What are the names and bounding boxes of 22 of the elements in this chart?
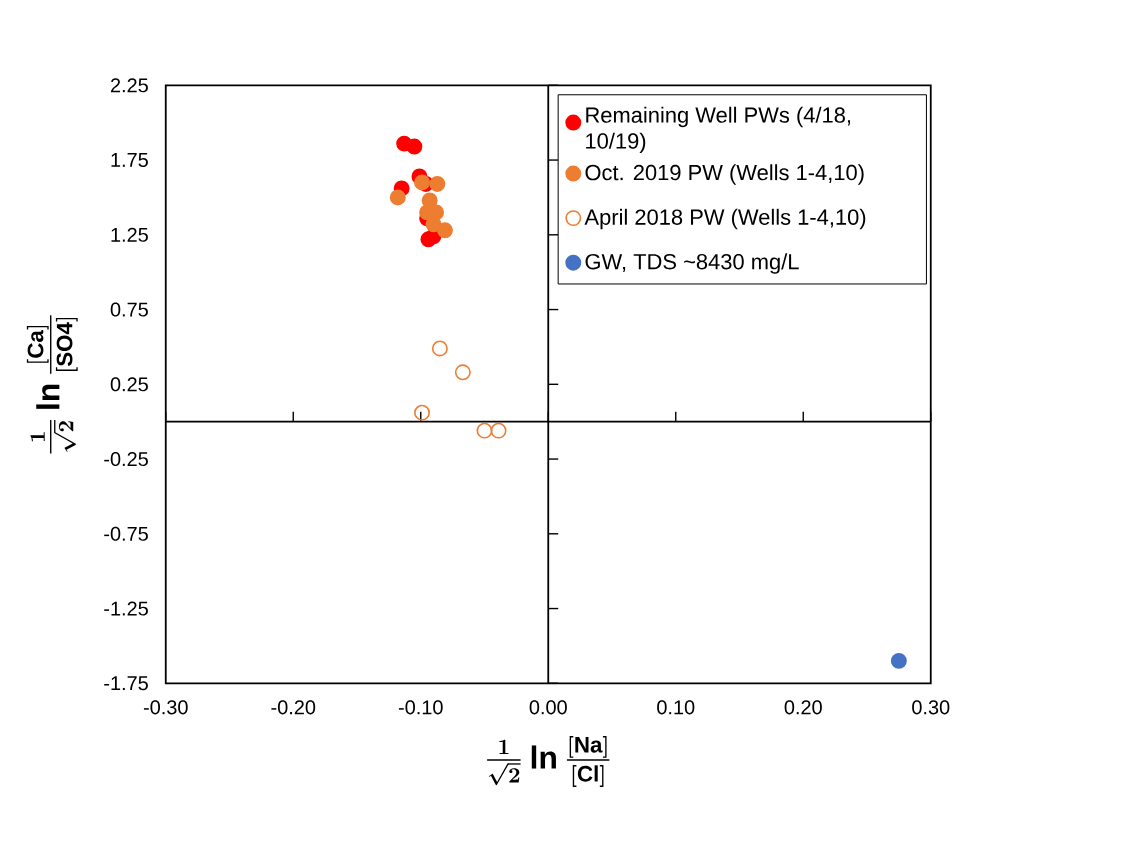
y-tick-label: -1.75 — [104, 676, 148, 691]
legend-label: April 2018 PW (Wells 1-4,10) — [584, 208, 866, 230]
x-tick-label: 0.10 — [657, 700, 695, 715]
x-tick-label: 0.00 — [529, 700, 567, 715]
y-tick-label: 2.25 — [110, 78, 148, 93]
x-tick-label: 0.20 — [784, 700, 822, 715]
y-tick-label: 1.75 — [111, 153, 148, 167]
y-tick-label: -0.75 — [104, 526, 148, 541]
y-axis-title: $\frac{1}{\sqrt{2}}\ln\frac{[\mathrm{Ca}]}{[\mathrm{SO4}]}$ — [26, 315, 78, 454]
y-tick-label: -0.25 — [104, 452, 148, 467]
y-tick-label: 0.75 — [110, 302, 148, 317]
y-tick-label: 0.25 — [110, 377, 148, 392]
y-tick-label: -1.25 — [104, 601, 148, 616]
x-tick-label: -0.30 — [143, 700, 188, 715]
x-tick-label: -0.20 — [271, 700, 316, 715]
x-tick-label: -0.10 — [398, 700, 443, 715]
y-tick-label: 1.25 — [111, 227, 148, 242]
legend-label: Remaining Well PWs (4/18, 10/19) — [586, 106, 851, 154]
legend-label: GW, TDS ~8430 mg/L — [585, 253, 799, 274]
legend-label: Oct. 2019 PW (Wells 1-4,10) — [585, 164, 864, 185]
x-axis-title: $\frac{1}{\sqrt{2}}\ln\frac{[\mathrm{Na}]}{[\mathrm{Cl}]}$ — [487, 736, 610, 787]
x-tick-label: 0.30 — [912, 700, 950, 715]
